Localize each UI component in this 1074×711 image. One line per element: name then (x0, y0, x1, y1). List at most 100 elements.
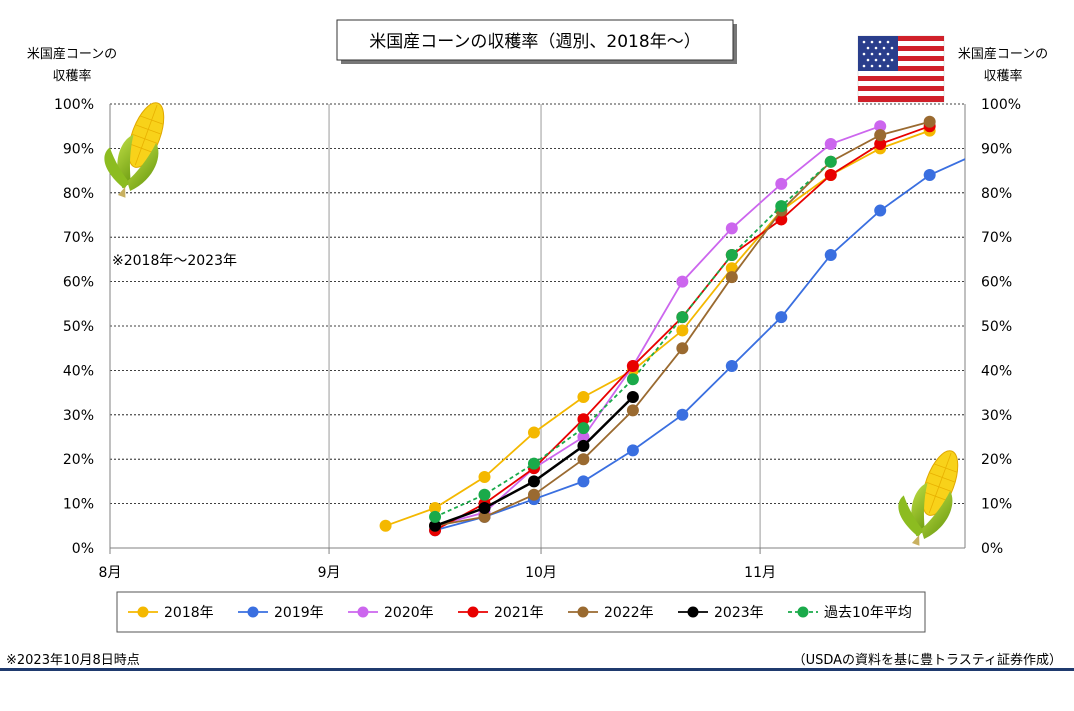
data-point (577, 413, 590, 426)
footnote-date: ※2023年10月8日時点 (6, 653, 140, 668)
series-layer (379, 115, 1035, 537)
chart-title: 米国産コーンの収穫率（週別、2018年～） (369, 32, 700, 52)
data-point (478, 510, 491, 523)
corn-icon-top-left (104, 102, 165, 198)
y-tick-label-right: 70% (981, 230, 1012, 246)
right-axis-title-line2: 収穫率 (983, 68, 1022, 84)
data-point (577, 453, 590, 466)
data-point (577, 475, 590, 488)
data-point (874, 204, 887, 217)
legend-label: 2019年 (274, 605, 324, 621)
series-line (434, 125, 881, 527)
data-point (725, 222, 738, 235)
footnote-source: （USDAの資料を基に豊トラスティ証券作成） (793, 652, 1062, 668)
data-point (824, 169, 837, 182)
y-tick-label-right: 20% (981, 452, 1012, 468)
data-point (429, 519, 442, 532)
legend-marker (137, 606, 149, 618)
data-point (577, 391, 590, 404)
us-flag-icon (857, 35, 945, 103)
data-point (626, 404, 639, 417)
legend-label: 2020年 (384, 605, 434, 621)
data-point (874, 120, 887, 133)
data-point (874, 137, 887, 150)
y-tick-label-left: 80% (63, 186, 94, 202)
data-point (923, 115, 936, 128)
data-point (626, 391, 639, 404)
x-tick-label: 8月 (99, 565, 122, 581)
data-point (725, 271, 738, 284)
legend-label: 2022年 (604, 605, 654, 621)
data-point (775, 177, 788, 190)
series-2023年 (429, 391, 639, 532)
data-point (478, 488, 491, 501)
x-ticks: 8月 9月 10月 11月 (99, 548, 776, 581)
data-point (676, 311, 689, 324)
data-point (478, 470, 491, 483)
left-axis-title-line2: 収穫率 (52, 68, 91, 84)
data-point (775, 213, 788, 226)
data-point (725, 262, 738, 275)
y-tick-label-left: 0% (72, 541, 94, 557)
legend: 2018年 2019年 2020年 2021年 2022年 2023年 過去10年平均 (128, 605, 912, 621)
y-tick-label-right: 0% (981, 541, 1003, 557)
data-point (429, 510, 442, 523)
y-tick-label-left: 10% (63, 497, 94, 513)
data-point (626, 444, 639, 457)
data-point (478, 502, 491, 515)
data-point (1023, 134, 1035, 146)
data-point (429, 502, 442, 515)
data-point (923, 169, 936, 182)
data-point (725, 359, 738, 372)
y-tick-label-left: 90% (63, 141, 94, 157)
data-point (676, 408, 689, 421)
legend-marker (357, 606, 369, 618)
left-axis-title-line1: 米国産コーンの (27, 46, 117, 62)
y-tick-label-left: 20% (63, 452, 94, 468)
data-point (824, 155, 837, 168)
data-point (626, 373, 639, 386)
legend-label: 2023年 (714, 605, 764, 621)
y-tick-label-right: 10% (981, 497, 1012, 513)
legend-label: 2018年 (164, 605, 214, 621)
data-point (527, 426, 540, 439)
range-annotation: ※2018年～2023年 (112, 253, 237, 269)
y-tick-label-right: 100% (981, 97, 1021, 113)
series-過去10年平均 (429, 155, 837, 523)
data-point (775, 311, 788, 324)
y-tick-label-right: 80% (981, 186, 1012, 202)
series-line (434, 161, 832, 518)
y-tick-label-left: 60% (63, 275, 94, 291)
data-point (676, 324, 689, 337)
data-point (824, 248, 837, 261)
right-axis-title-line1: 米国産コーンの (958, 46, 1048, 62)
legend-marker (467, 606, 479, 618)
legend-marker (577, 606, 589, 618)
y-tick-label-left: 40% (63, 363, 94, 379)
x-tick-label: 10月 (525, 565, 557, 581)
data-point (874, 129, 887, 142)
y-tick-label-right: 60% (981, 275, 1012, 291)
legend-label: 2021年 (494, 605, 544, 621)
bottom-rule (0, 668, 1074, 671)
y-ticks-left: 0% 10% 20% 30% 40% 50% 60% 70% 80% 90% 100% (54, 97, 94, 557)
legend-label: 過去10年平均 (824, 605, 912, 621)
data-point (379, 519, 392, 532)
y-tick-label-right: 40% (981, 363, 1012, 379)
data-point (577, 422, 590, 435)
data-point (527, 488, 540, 501)
legend-marker (797, 606, 809, 618)
y-tick-label-right: 50% (981, 319, 1012, 335)
y-tick-label-right: 30% (981, 408, 1012, 424)
grid (110, 103, 965, 548)
corn-icon-bottom-right (898, 450, 959, 546)
data-point (577, 439, 590, 452)
data-point (676, 342, 689, 355)
x-tick-label: 9月 (318, 565, 341, 581)
chart-title-box: 米国産コーンの収穫率（週別、2018年～） (336, 19, 737, 64)
data-point (577, 431, 590, 443)
data-point (824, 137, 837, 150)
data-point (626, 359, 639, 372)
